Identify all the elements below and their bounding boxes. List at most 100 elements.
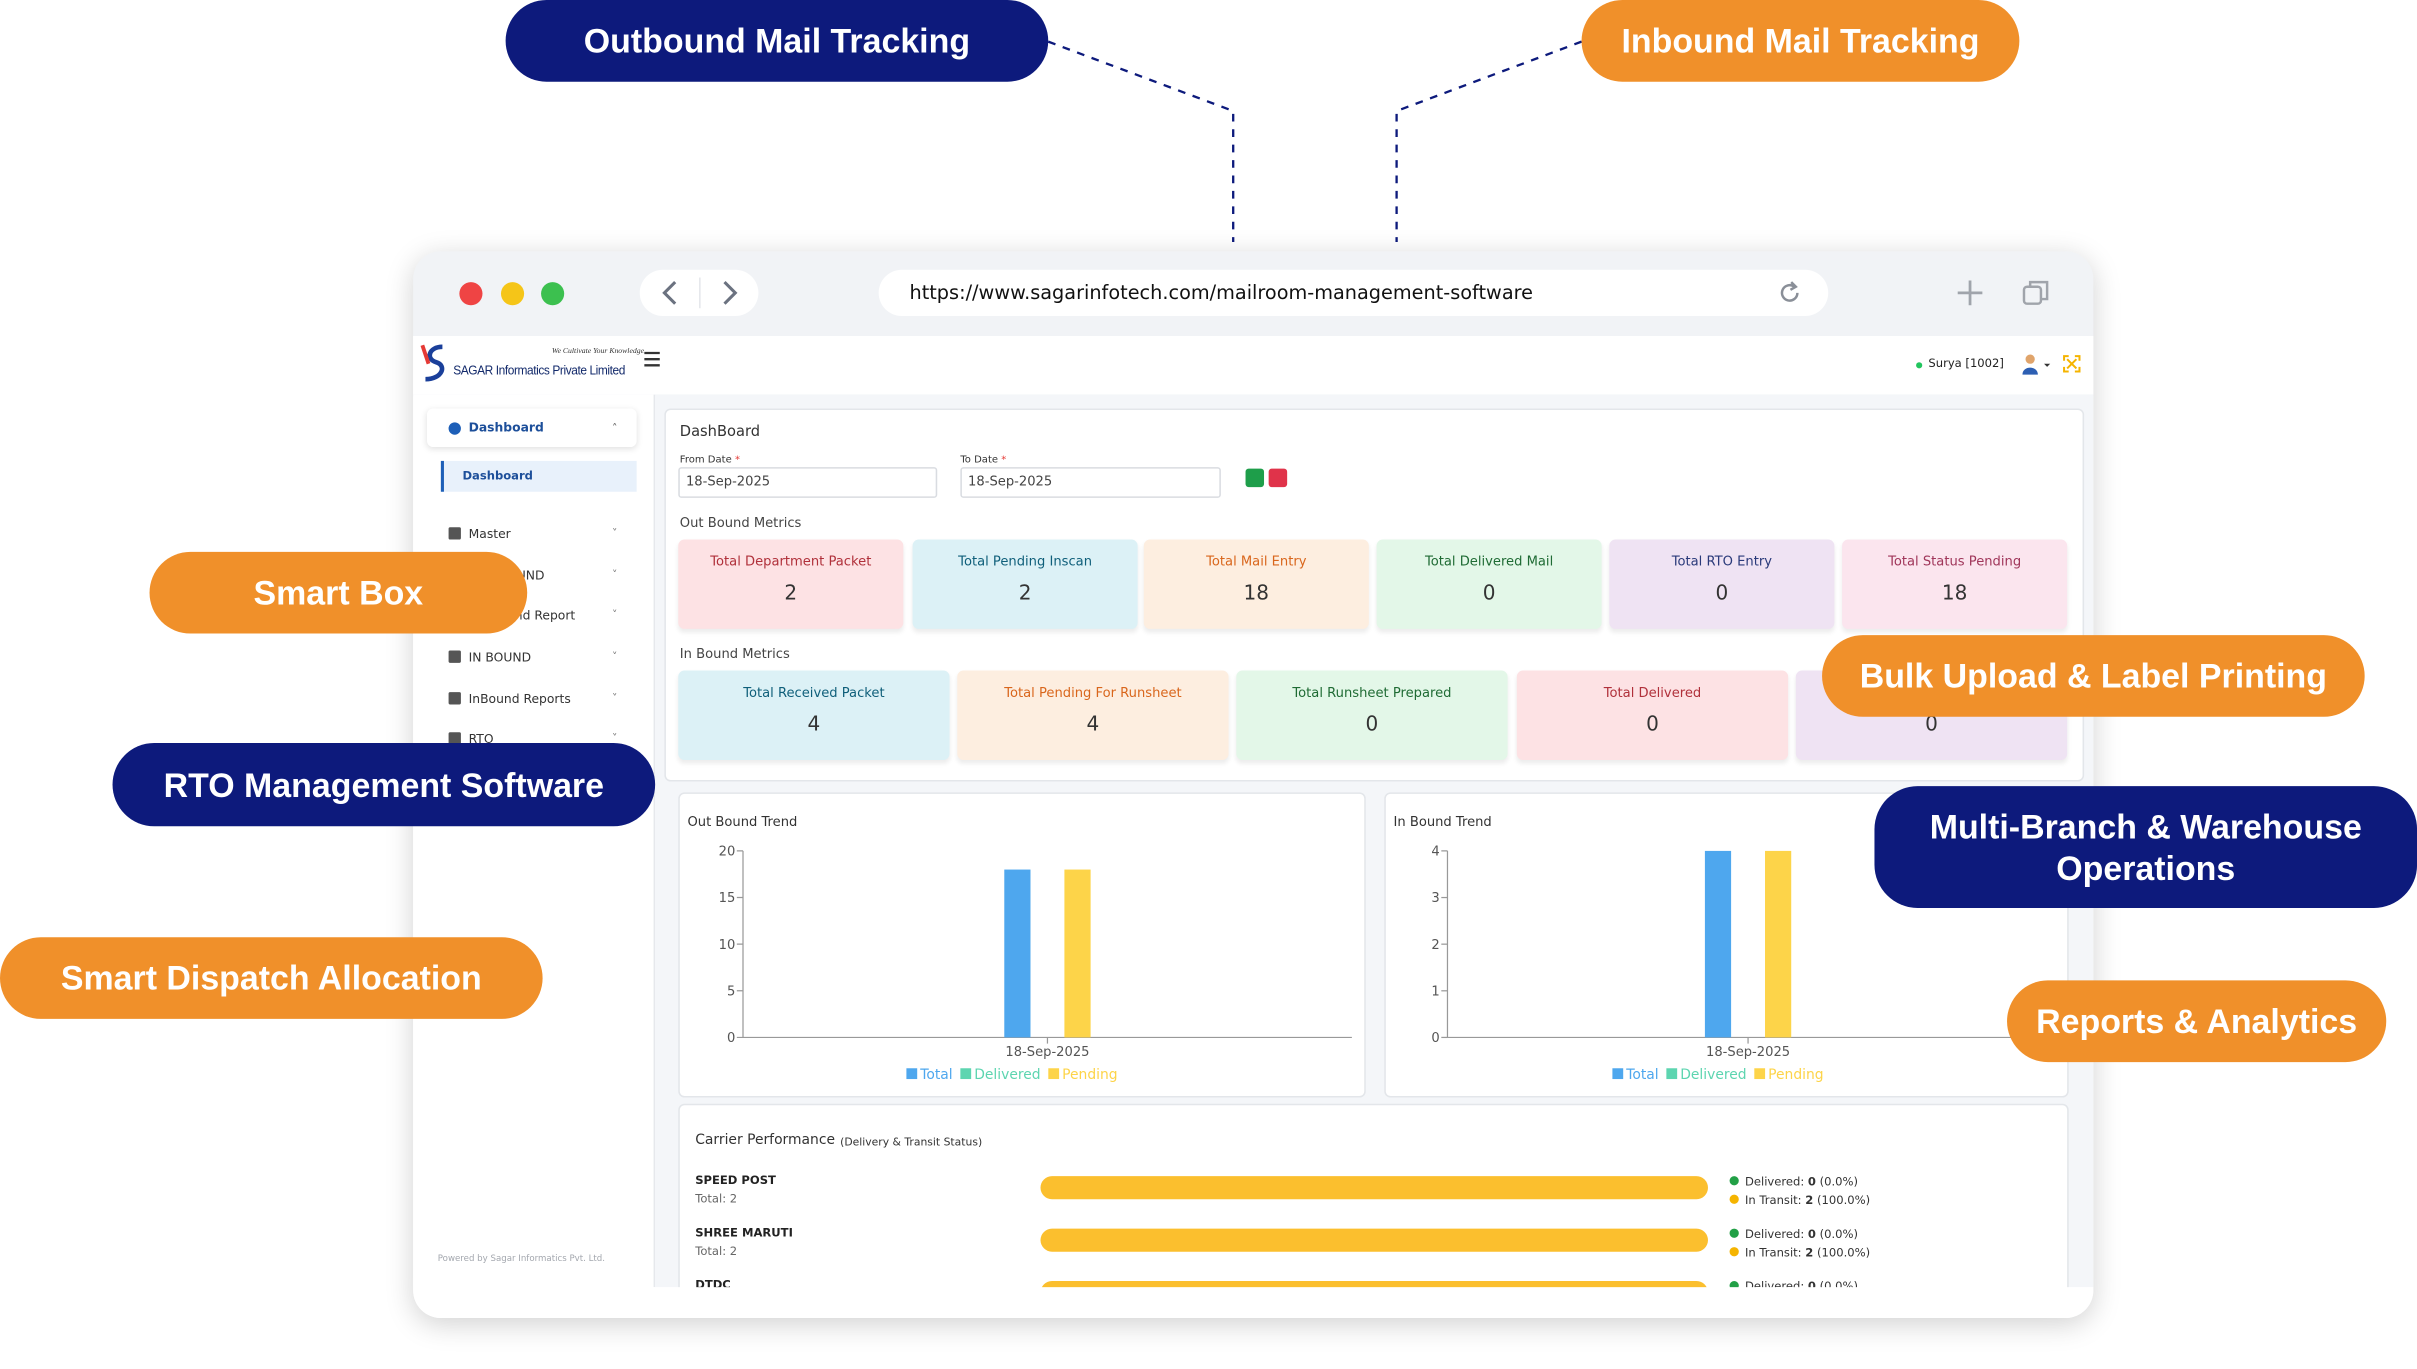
metric-value: 0 bbox=[1365, 713, 1379, 737]
menu-item[interactable]: InBound Reports ˅ bbox=[427, 681, 637, 715]
menu-label: InBound Reports bbox=[468, 691, 571, 706]
menu-item[interactable]: IN BOUND ˅ bbox=[427, 640, 637, 674]
online-dot bbox=[1916, 362, 1923, 369]
menu-item[interactable]: Master ˅ bbox=[427, 516, 637, 550]
url-bar[interactable]: https://www.sagarinfotech.com/mailroom-m… bbox=[878, 269, 1829, 317]
to-date-input[interactable]: 18-Sep-2025 bbox=[960, 467, 1221, 498]
fullscreen-icon[interactable] bbox=[2063, 355, 2081, 373]
metric-label: Total Delivered Mail bbox=[1424, 554, 1554, 571]
tagline: We Cultivate Your Knowledge bbox=[551, 348, 645, 357]
y-tick-label: 4 bbox=[1431, 845, 1439, 860]
menu-icon bbox=[448, 650, 461, 663]
from-date-input[interactable]: 18-Sep-2025 bbox=[678, 467, 938, 498]
metric-label: Total Runsheet Prepared bbox=[1292, 685, 1452, 702]
metric-card: Total Delivered Mail 0 bbox=[1376, 539, 1602, 629]
menu-icon bbox=[448, 527, 461, 540]
bar bbox=[1064, 869, 1091, 1038]
callout: Smart Dispatch Allocation bbox=[0, 937, 543, 1019]
metric-card: Total Pending Inscan 2 bbox=[912, 539, 1138, 629]
metric-value: 4 bbox=[807, 713, 821, 737]
callout: RTO Management Software bbox=[112, 743, 656, 827]
search-button[interactable] bbox=[1245, 468, 1265, 488]
carrier-name: SHREE MARUTI bbox=[695, 1225, 793, 1240]
menu-chevron: ˅ bbox=[611, 527, 618, 540]
legend-swatch bbox=[1612, 1068, 1624, 1080]
user-name[interactable]: Surya [1002] bbox=[1928, 356, 2004, 370]
outbound-title: Out Bound Metrics bbox=[679, 516, 802, 532]
x-tick-label: 18-Sep-2025 bbox=[1706, 1045, 1790, 1060]
metric-value: 0 bbox=[1646, 713, 1659, 737]
status-pct: (100.0%) bbox=[1817, 1245, 1871, 1260]
new-tab-icon[interactable] bbox=[1955, 277, 1986, 308]
status-label: In Transit: bbox=[1744, 1245, 1802, 1260]
logo-icon bbox=[420, 344, 445, 382]
app-header: We Cultivate Your Knowledge SAGAR Inform… bbox=[413, 336, 2094, 397]
menu-chevron: ˅ bbox=[611, 692, 618, 705]
forward-button[interactable] bbox=[723, 281, 738, 305]
legend-label: Delivered bbox=[974, 1067, 1040, 1083]
user-icon[interactable] bbox=[2021, 353, 2052, 378]
status-count: 0 bbox=[1807, 1174, 1816, 1189]
legend-label: Pending bbox=[1062, 1067, 1117, 1083]
callout: Bulk Upload & Label Printing bbox=[1822, 635, 2365, 717]
sub-menu-active[interactable]: Dashboard bbox=[440, 460, 637, 492]
menu-label: IN BOUND bbox=[468, 649, 532, 664]
y-tick-label: 3 bbox=[1431, 891, 1439, 906]
carrier-subtitle: (Delivery & Transit Status) bbox=[840, 1136, 983, 1149]
legend-swatch bbox=[1666, 1068, 1678, 1080]
metric-label: Total RTO Entry bbox=[1671, 554, 1772, 571]
reload-icon[interactable] bbox=[1776, 279, 1804, 307]
status-count: 2 bbox=[1805, 1245, 1814, 1260]
callout: Smart Box bbox=[149, 551, 528, 634]
sub-menu-label: Dashboard bbox=[462, 468, 533, 483]
total-value: 2 bbox=[729, 1243, 738, 1258]
menu-chevron: ˅ bbox=[611, 650, 618, 663]
metric-label: Total Delivered bbox=[1603, 685, 1702, 702]
to-date: 18-Sep-2025 bbox=[968, 474, 1053, 491]
y-tick-label: 0 bbox=[1431, 1031, 1439, 1046]
maximize-dot[interactable] bbox=[541, 282, 565, 306]
metric-value: 0 bbox=[1715, 582, 1729, 606]
metric-card: Total Runsheet Prepared 0 bbox=[1236, 670, 1508, 760]
status-label: In Transit: bbox=[1744, 1193, 1802, 1207]
menu-icon bbox=[448, 732, 461, 745]
from-date: 18-Sep-2025 bbox=[685, 474, 771, 491]
y-tick-label: 10 bbox=[719, 938, 736, 953]
status-count: 0 bbox=[1807, 1227, 1816, 1241]
metric-card: Total Received Packet 4 bbox=[678, 670, 950, 760]
legend-label: Pending bbox=[1768, 1067, 1823, 1083]
metric-value: 2 bbox=[784, 582, 798, 606]
metric-value: 18 bbox=[1941, 582, 1968, 606]
carrier-bar bbox=[1040, 1228, 1708, 1252]
metric-card: Total Department Packet 2 bbox=[678, 539, 904, 629]
dashboard-title: DashBoard bbox=[679, 423, 761, 441]
total-label: Total: bbox=[695, 1243, 727, 1258]
status-dot bbox=[1729, 1228, 1739, 1238]
status-pct: (0.0%) bbox=[1819, 1174, 1859, 1189]
back-button[interactable] bbox=[662, 281, 677, 305]
callout: Multi-Branch & Warehouse Operations bbox=[1874, 786, 2417, 908]
metric-label: Total Mail Entry bbox=[1206, 554, 1307, 571]
metric-label: Total Pending Inscan bbox=[958, 554, 1093, 571]
callout: Outbound Mail Tracking bbox=[505, 0, 1049, 82]
legend-swatch bbox=[1754, 1068, 1766, 1080]
sidebar-footer: Powered by Sagar Informatics Pvt. Ltd. bbox=[437, 1254, 606, 1265]
menu-item[interactable]: Dashboard ˄ bbox=[426, 408, 637, 448]
browser-window: https://www.sagarinfotech.com/mailroom-m… bbox=[413, 251, 2094, 1318]
window-footer bbox=[413, 1287, 2094, 1318]
metric-value: 2 bbox=[1018, 582, 1032, 606]
reset-button[interactable] bbox=[1268, 468, 1288, 488]
connector bbox=[1395, 40, 1582, 243]
metric-card: Total Status Pending 18 bbox=[1842, 539, 2068, 629]
tabs-icon[interactable] bbox=[2021, 277, 2052, 308]
status-line: Delivered: 0 (0.0%) bbox=[1729, 1174, 1859, 1189]
status-count: 2 bbox=[1805, 1193, 1814, 1207]
inbound-title: In Bound Metrics bbox=[679, 647, 790, 663]
carrier-total: Total: 2 bbox=[695, 1244, 737, 1258]
close-dot[interactable] bbox=[459, 282, 483, 306]
minimize-dot[interactable] bbox=[500, 282, 525, 306]
menu-item[interactable]: RTO ˅ bbox=[427, 721, 637, 755]
menu-toggle[interactable] bbox=[643, 350, 661, 368]
